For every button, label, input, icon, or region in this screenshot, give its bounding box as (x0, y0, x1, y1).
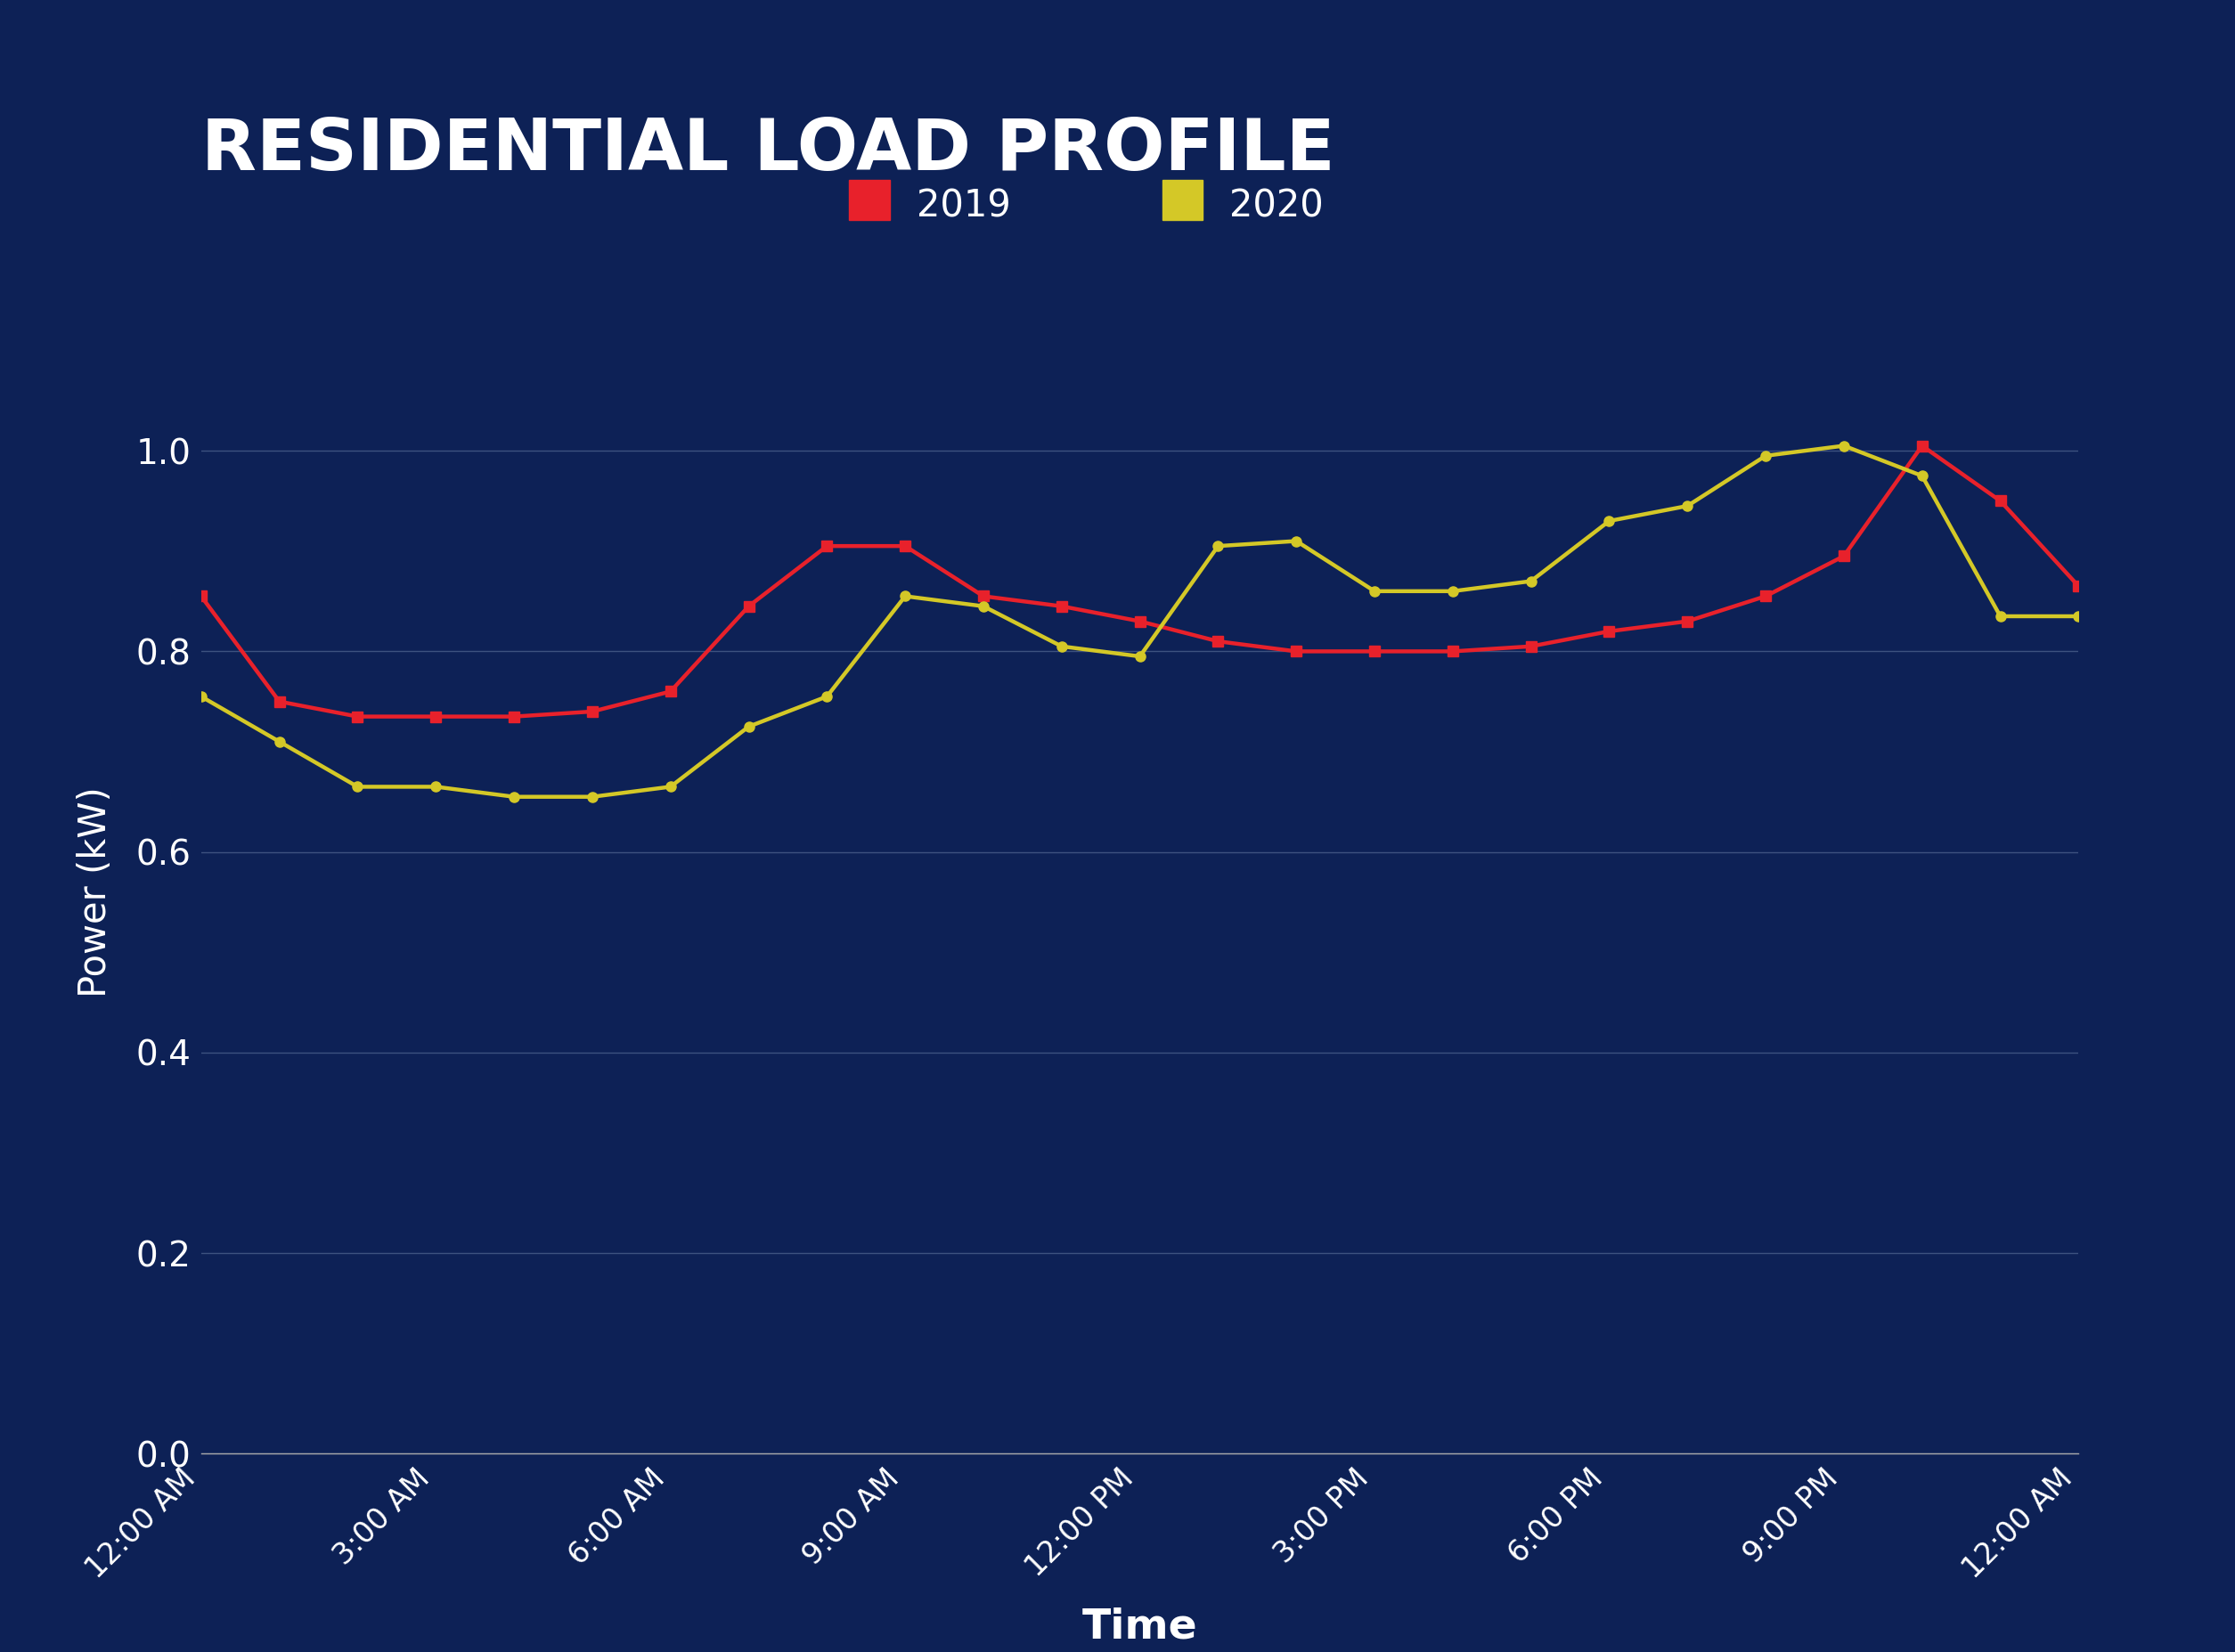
2020 (1518, 572, 1544, 591)
2020 (344, 776, 371, 796)
2020 (188, 687, 215, 707)
2020 (735, 717, 762, 737)
2019 (1283, 641, 1310, 661)
2019 (1048, 596, 1075, 616)
2020 (1126, 646, 1153, 666)
2019 (188, 586, 215, 606)
2020 (501, 786, 527, 806)
2020 (266, 732, 293, 752)
2019 (1361, 641, 1388, 661)
X-axis label: Time: Time (1082, 1607, 1198, 1647)
2020 (579, 786, 606, 806)
2019 (2065, 577, 2092, 596)
2020 (892, 586, 919, 606)
2019 (1518, 636, 1544, 656)
2019 (892, 537, 919, 557)
2020 (1283, 532, 1310, 552)
2019 (579, 702, 606, 722)
2019 (266, 692, 293, 712)
2019 (422, 707, 449, 727)
Line: 2019: 2019 (197, 441, 2083, 722)
2020 (1048, 636, 1075, 656)
2020 (1987, 606, 2014, 626)
2019 (1439, 641, 1466, 661)
2019 (1596, 621, 1623, 641)
2020 (657, 776, 684, 796)
Text: 2019: 2019 (916, 188, 1010, 225)
2020 (2065, 606, 2092, 626)
2020 (814, 687, 840, 707)
2019 (1674, 611, 1701, 631)
2020 (970, 596, 997, 616)
2020 (1830, 436, 1857, 456)
2019 (1752, 586, 1779, 606)
Y-axis label: Power (kW): Power (kW) (76, 786, 114, 998)
2019 (1830, 547, 1857, 567)
2020 (1909, 466, 1936, 486)
2020 (422, 776, 449, 796)
2019 (1205, 631, 1231, 651)
2020 (1752, 446, 1779, 466)
2019 (1126, 611, 1153, 631)
2020 (1674, 496, 1701, 515)
Line: 2020: 2020 (197, 441, 2083, 801)
2019 (344, 707, 371, 727)
Text: RESIDENTIAL LOAD PROFILE: RESIDENTIAL LOAD PROFILE (201, 116, 1334, 185)
2020 (1596, 510, 1623, 530)
2019 (735, 596, 762, 616)
2019 (657, 682, 684, 702)
2019 (1987, 491, 2014, 510)
2020 (1439, 582, 1466, 601)
2019 (1909, 436, 1936, 456)
2019 (970, 586, 997, 606)
Text: 2020: 2020 (1229, 188, 1323, 225)
2019 (814, 537, 840, 557)
2020 (1205, 537, 1231, 557)
2019 (501, 707, 527, 727)
2020 (1361, 582, 1388, 601)
